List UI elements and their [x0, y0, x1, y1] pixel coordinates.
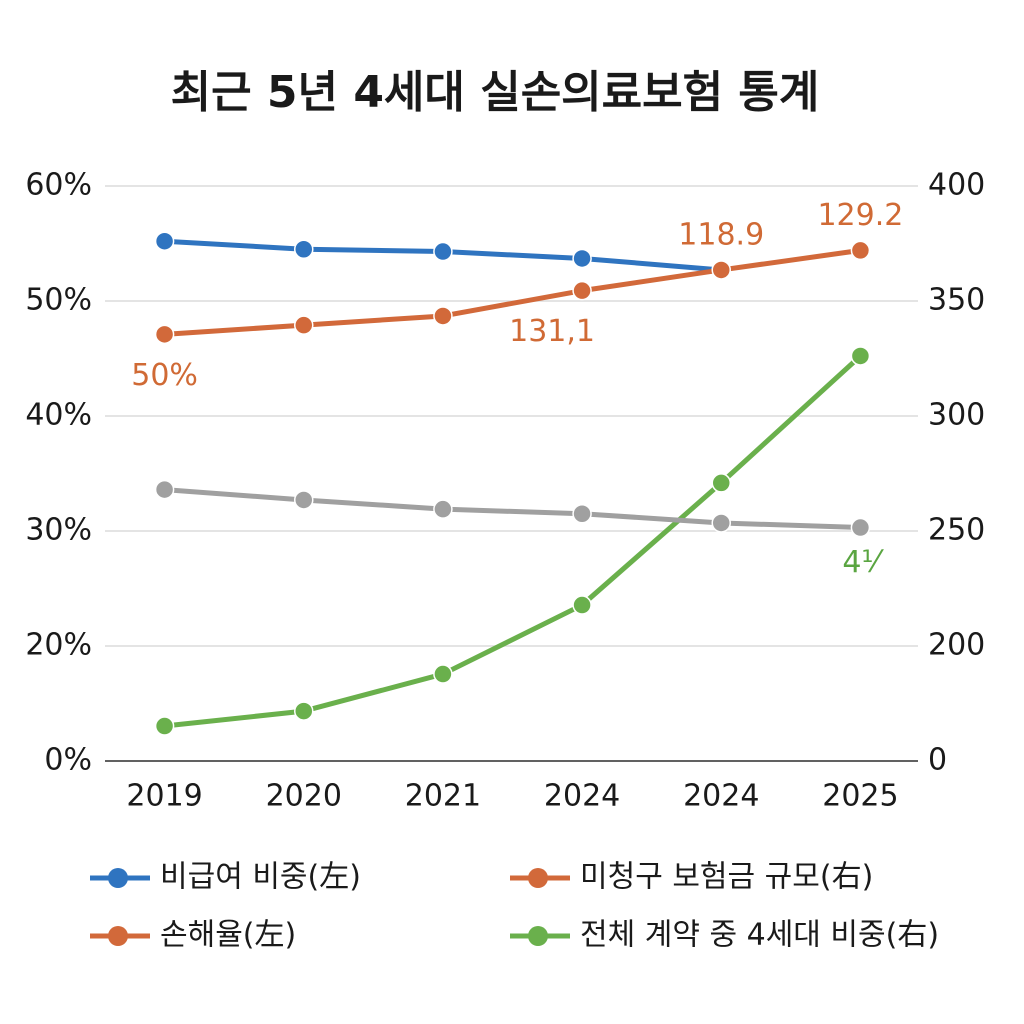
legend-marker [108, 926, 128, 946]
point [572, 595, 592, 615]
series-line [164, 247, 861, 337]
y-tick-label: 30% [25, 513, 92, 548]
chart-title: 최근 5년 4세대 실손의료보험 통계 [171, 67, 820, 118]
annotation: 118.9 [678, 217, 764, 252]
y-tick-label: 40% [25, 398, 92, 433]
point [294, 315, 314, 335]
point [572, 280, 592, 301]
x-tick-label: 2024 [683, 779, 759, 814]
point [433, 306, 453, 326]
point [154, 479, 175, 500]
point [572, 248, 592, 269]
annotation: 129.2 [817, 198, 903, 233]
y2-tick-label: 250 [928, 513, 985, 548]
point [711, 513, 731, 533]
legend-label: 전체 계약 중 4세대 비중(右) [580, 918, 939, 953]
point [572, 504, 592, 524]
y2-tick-label: 400 [928, 168, 985, 203]
legend-label: 미청구 보험금 규모(右) [580, 860, 873, 895]
point [154, 716, 175, 736]
y2-tick-label: 0 [928, 743, 947, 778]
point [294, 490, 314, 510]
y2-tick-label: 350 [928, 283, 985, 318]
point [433, 499, 453, 519]
series-line [164, 354, 863, 729]
y-tick-label: 50% [25, 283, 92, 318]
x-tick-label: 2020 [266, 779, 342, 814]
legend-marker [528, 868, 548, 888]
point [154, 324, 175, 345]
y2-tick-label: 200 [928, 628, 985, 663]
x-tick-label: 2025 [822, 779, 898, 814]
annotation: 4⅟ [842, 545, 884, 580]
point [294, 701, 314, 721]
y2-tick-label: 300 [928, 398, 985, 433]
y-tick-label: 60% [25, 168, 92, 203]
legend-marker [108, 868, 128, 888]
point [850, 346, 871, 366]
point [850, 240, 871, 261]
series-line [164, 487, 861, 531]
legend-marker [528, 926, 548, 946]
point [154, 231, 175, 251]
point [850, 517, 871, 538]
y-tick-label: 20% [25, 628, 92, 663]
y-tick-label: 0% [44, 743, 92, 778]
annotation: 131,1 [509, 314, 595, 349]
point [433, 241, 453, 262]
point [433, 664, 453, 684]
annotation: 50% [131, 358, 198, 393]
x-tick-label: 2021 [405, 779, 481, 814]
point [294, 239, 314, 259]
x-tick-label: 2024 [544, 779, 620, 814]
legend-label: 손해율(左) [160, 918, 296, 953]
x-tick-label: 2019 [126, 779, 202, 814]
point [711, 473, 731, 493]
point [711, 260, 731, 280]
legend-label: 비급여 비중(左) [160, 860, 361, 895]
